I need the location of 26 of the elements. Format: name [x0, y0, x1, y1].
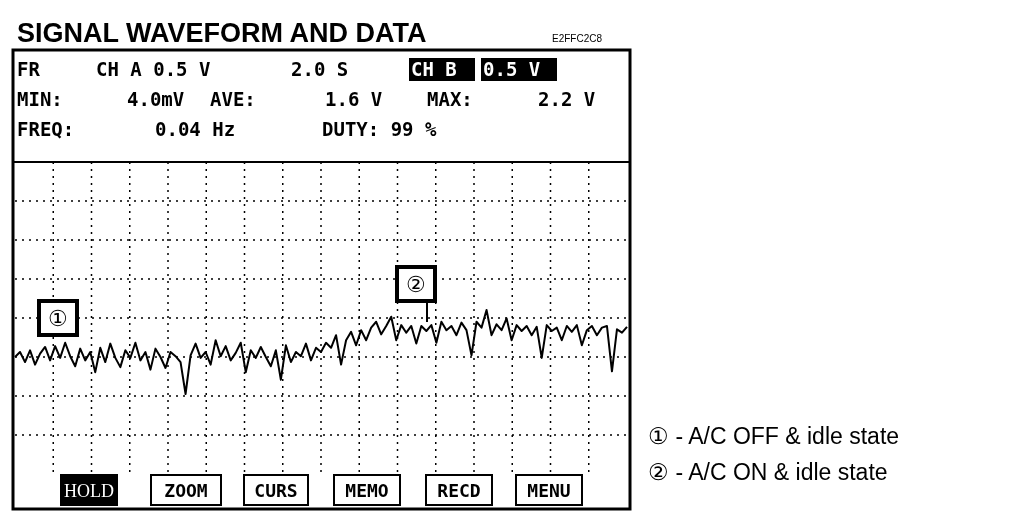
text: 0.5 V	[483, 58, 541, 80]
text: AVE:	[210, 88, 256, 110]
chart-title: SIGNAL WAVEFORM AND DATA	[17, 18, 427, 48]
text: ZOOM	[164, 480, 208, 501]
text: FREQ:	[17, 118, 75, 140]
text: MIN:	[17, 88, 63, 110]
text: 2.0 S	[291, 58, 349, 80]
text: CH A 0.5 V	[96, 58, 211, 80]
text: FR	[17, 58, 41, 80]
text: 4.0mV	[127, 88, 185, 110]
text: CH B	[411, 58, 457, 80]
text: ① - A/C OFF & idle state	[648, 423, 900, 449]
text: 2.2 V	[538, 88, 596, 110]
text: DUTY: 99 %	[322, 118, 437, 140]
text: MAX:	[427, 88, 473, 110]
text: CURS	[254, 480, 298, 501]
text: E2FFC2C8	[552, 33, 603, 44]
text: HOLD	[64, 481, 114, 501]
annotation: ①	[48, 306, 68, 331]
text: 0.04 Hz	[155, 118, 236, 140]
text: 1.6 V	[325, 88, 383, 110]
text: MENU	[527, 480, 571, 501]
text: ②	[406, 272, 426, 297]
text: RECD	[437, 480, 481, 501]
text: ② - A/C ON & idle state	[648, 459, 888, 485]
text: MEMO	[345, 480, 389, 501]
